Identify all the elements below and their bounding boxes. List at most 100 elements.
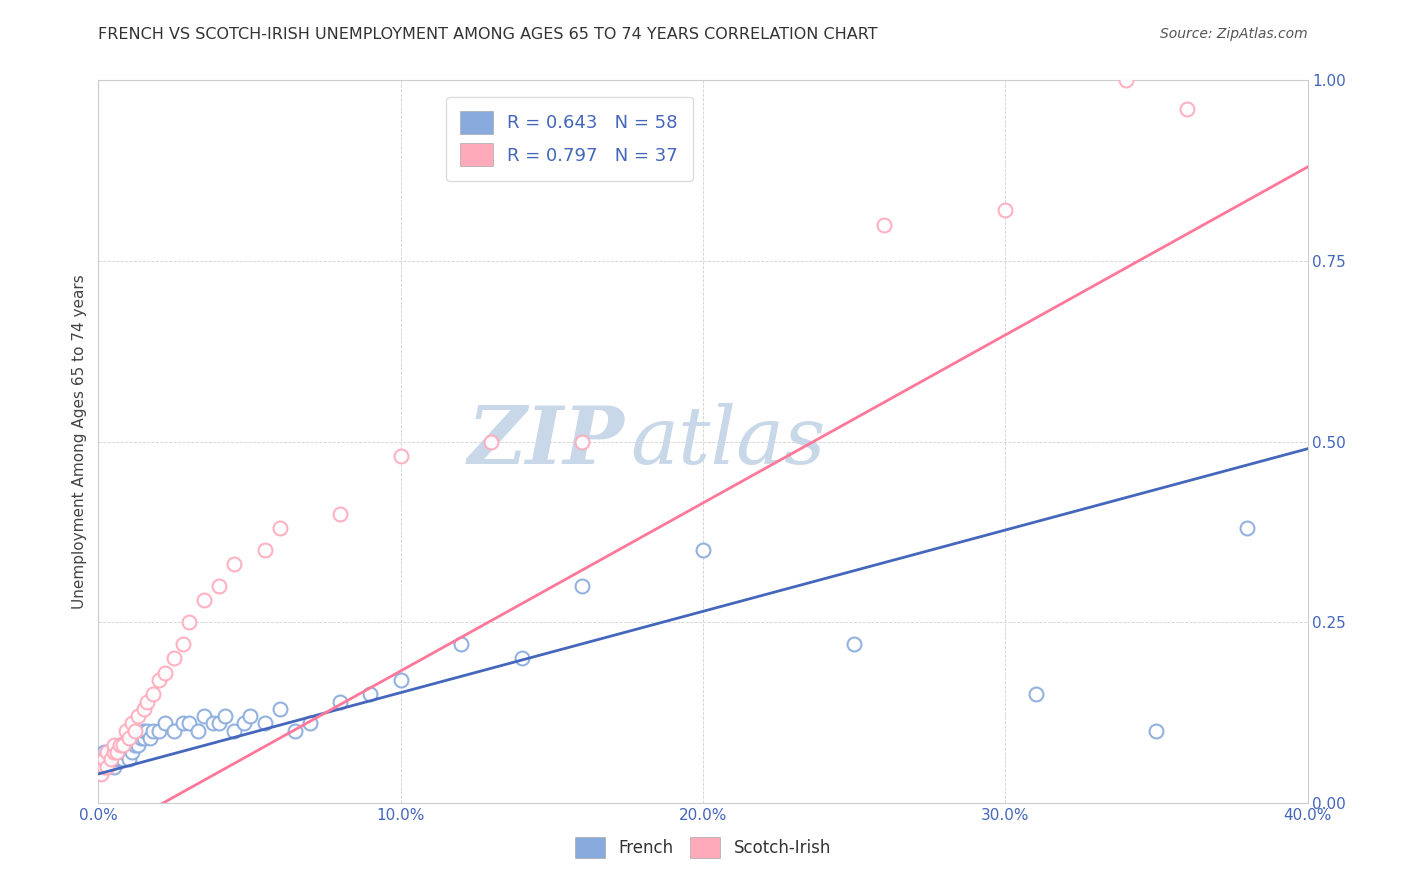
Point <box>193 593 215 607</box>
Point <box>253 542 276 557</box>
Point <box>105 752 128 766</box>
Point <box>389 449 412 463</box>
Point <box>329 695 352 709</box>
Point <box>90 760 112 774</box>
Point <box>114 738 136 752</box>
Text: Source: ZipAtlas.com: Source: ZipAtlas.com <box>1160 27 1308 41</box>
Point <box>389 673 412 687</box>
Point <box>994 203 1017 218</box>
Y-axis label: Unemployment Among Ages 65 to 74 years: Unemployment Among Ages 65 to 74 years <box>72 274 87 609</box>
Point <box>1024 687 1046 701</box>
Point <box>142 723 165 738</box>
Point <box>148 673 170 687</box>
Point <box>93 760 115 774</box>
Point <box>124 723 146 738</box>
Point <box>224 723 246 738</box>
Point <box>90 752 112 766</box>
Point <box>93 752 115 766</box>
Point <box>450 637 472 651</box>
Point <box>135 695 157 709</box>
Point <box>153 716 176 731</box>
Point <box>481 434 503 449</box>
Point <box>224 558 246 572</box>
Point <box>510 651 533 665</box>
Point <box>105 745 128 759</box>
Point <box>118 752 141 766</box>
Point <box>129 731 152 745</box>
Point <box>172 637 194 651</box>
Point <box>299 716 322 731</box>
Point <box>114 745 136 759</box>
Point <box>132 723 155 738</box>
Point <box>114 723 136 738</box>
Point <box>96 760 118 774</box>
Point <box>329 507 352 521</box>
Point <box>214 709 236 723</box>
Point <box>208 579 231 593</box>
Point <box>100 752 122 766</box>
Point <box>132 731 155 745</box>
Point <box>1144 723 1167 738</box>
Point <box>96 745 118 759</box>
Point <box>127 709 149 723</box>
Legend: French, Scotch-Irish: French, Scotch-Irish <box>567 829 839 867</box>
Point <box>127 738 149 752</box>
Text: ZIP: ZIP <box>468 403 624 480</box>
Point <box>873 218 896 232</box>
Point <box>239 709 262 723</box>
Point <box>111 745 134 759</box>
Point <box>118 731 141 745</box>
Point <box>96 745 118 759</box>
Point <box>179 716 201 731</box>
Point <box>121 716 143 731</box>
Point <box>692 542 714 557</box>
Point <box>172 716 194 731</box>
Point <box>121 745 143 759</box>
Point <box>153 665 176 680</box>
Point <box>360 687 382 701</box>
Point <box>135 723 157 738</box>
Point <box>111 738 134 752</box>
Point <box>1236 521 1258 535</box>
Point <box>124 738 146 752</box>
Point <box>96 752 118 766</box>
Point <box>208 716 231 731</box>
Point <box>132 702 155 716</box>
Point <box>100 752 122 766</box>
Point <box>93 745 115 759</box>
Point <box>103 745 125 759</box>
Point <box>193 709 215 723</box>
Point <box>269 702 291 716</box>
Point <box>108 752 131 766</box>
Point <box>139 731 162 745</box>
Text: FRENCH VS SCOTCH-IRISH UNEMPLOYMENT AMONG AGES 65 TO 74 YEARS CORRELATION CHART: FRENCH VS SCOTCH-IRISH UNEMPLOYMENT AMON… <box>98 27 877 42</box>
Point <box>253 716 276 731</box>
Point <box>571 579 593 593</box>
Point <box>100 745 122 759</box>
Point <box>103 738 125 752</box>
Point <box>163 651 186 665</box>
Point <box>103 745 125 759</box>
Point <box>284 723 307 738</box>
Point <box>202 716 225 731</box>
Point <box>96 760 118 774</box>
Point <box>142 687 165 701</box>
Point <box>844 637 866 651</box>
Text: atlas: atlas <box>630 403 825 480</box>
Point <box>269 521 291 535</box>
Point <box>108 738 131 752</box>
Point <box>187 723 209 738</box>
Point <box>111 752 134 766</box>
Point <box>103 760 125 774</box>
Point <box>90 767 112 781</box>
Point <box>571 434 593 449</box>
Point <box>1175 102 1198 116</box>
Point <box>105 745 128 759</box>
Point <box>108 738 131 752</box>
Point <box>163 723 186 738</box>
Point <box>1115 73 1137 87</box>
Point <box>148 723 170 738</box>
Point <box>179 615 201 630</box>
Point <box>232 716 254 731</box>
Point <box>93 760 115 774</box>
